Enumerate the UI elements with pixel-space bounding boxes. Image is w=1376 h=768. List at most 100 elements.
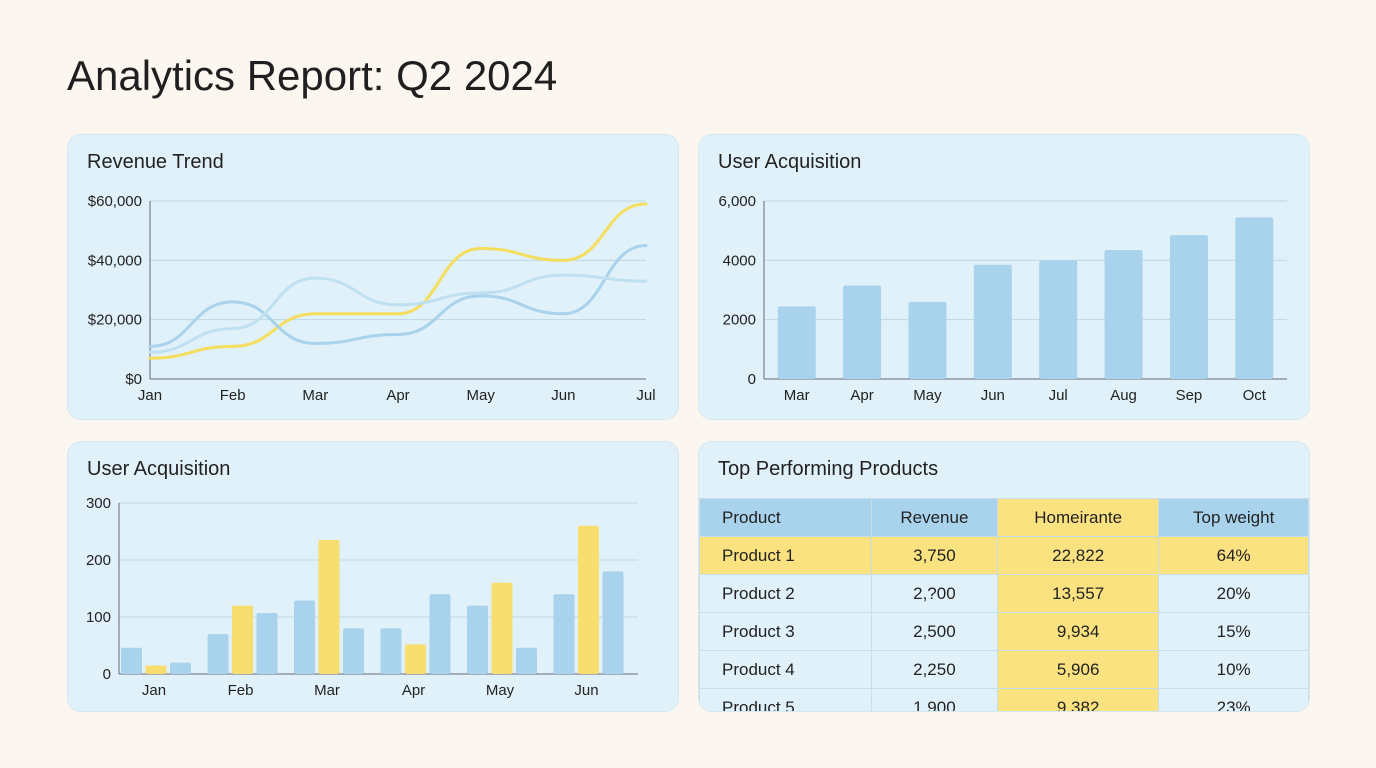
- y-tick-label: 6,000: [718, 193, 756, 210]
- revenue-trend-card: Revenue Trend $0 $20,000 $40,000 $60,000 Jan…: [67, 134, 679, 420]
- bar: [343, 628, 364, 674]
- header-product: Product: [699, 498, 872, 537]
- y-tick-label: 2000: [723, 312, 756, 329]
- y-tick-label: 0: [748, 371, 756, 388]
- bar: [777, 306, 816, 379]
- bar: [256, 613, 278, 674]
- x-tick-label: Apr: [402, 682, 425, 699]
- table-cell: Product 3: [699, 612, 872, 651]
- table-row: Product 2 2,?00 13,557 20%: [699, 574, 1309, 613]
- x-tick-label: Feb: [228, 682, 254, 699]
- line-series-1: [148, 202, 648, 360]
- x-tick-label: Aug: [1110, 387, 1137, 404]
- x-tick-label: May: [466, 387, 495, 404]
- bar: [908, 301, 947, 379]
- x-tick-label: Jul: [1049, 387, 1068, 404]
- x-tick-label: Jun: [551, 387, 575, 404]
- bar: [294, 600, 315, 674]
- bar: [318, 540, 340, 674]
- bar: [429, 594, 451, 674]
- bar: [553, 594, 575, 674]
- revenue-line-chart: $0 $20,000 $40,000 $60,000 Jan Feb Mar Apr May Ju…: [88, 193, 656, 404]
- table-cell: 2,250: [870, 650, 998, 689]
- bar: [121, 647, 142, 674]
- card-title: Top Performing Products: [718, 458, 939, 480]
- table-cell: 20%: [1158, 574, 1309, 613]
- table-cell: Product 1: [699, 536, 872, 575]
- line-series-3: [148, 273, 648, 354]
- products-table: Product Revenue Homeirante Top weight Pr…: [699, 498, 1309, 711]
- card-title: Revenue Trend: [87, 151, 224, 173]
- table-cell: 5,906: [996, 650, 1160, 689]
- header-top-weight: Top weight: [1158, 498, 1309, 537]
- table-cell: 2,500: [870, 612, 998, 651]
- bar: [170, 662, 191, 674]
- table-row: Product 1 3,750 22,822 64%: [699, 536, 1309, 575]
- table-cell: Product 5: [699, 688, 872, 711]
- table-cell: 2,?00: [870, 574, 998, 613]
- table-cell: 10%: [1158, 650, 1309, 689]
- bar: [516, 647, 537, 674]
- bar: [380, 628, 402, 674]
- user-acquisition-card: User Acquisition 0 2000 4000 6,000 Mar Apr May…: [698, 134, 1310, 420]
- y-tick-label: 200: [86, 552, 111, 569]
- card-title: User Acquisition: [87, 458, 231, 480]
- x-tick-label: Mar: [302, 387, 328, 404]
- table-cell: 13,557: [996, 574, 1160, 613]
- table-cell: 15%: [1158, 612, 1309, 651]
- table-cell: 23%: [1158, 688, 1309, 711]
- x-tick-label: Apr: [386, 387, 409, 404]
- x-tick-label: May: [486, 682, 515, 699]
- x-tick-label: Jul: [636, 387, 655, 404]
- x-tick-label: May: [913, 387, 942, 404]
- bar: [232, 605, 253, 674]
- top-products-card: Top Performing Products Product Revenue …: [698, 441, 1310, 712]
- table-cell: 9,934: [996, 612, 1160, 651]
- table-row: Product 4 2,250 5,906 10%: [699, 650, 1309, 689]
- y-tick-label: $60,000: [88, 193, 142, 210]
- card-title: User Acquisition: [718, 151, 862, 173]
- header-revenue: Revenue: [870, 498, 998, 537]
- y-tick-label: 4000: [723, 252, 756, 269]
- y-tick-label: 100: [86, 609, 111, 626]
- x-tick-label: Jan: [142, 682, 166, 699]
- table-cell: 3,750: [870, 536, 998, 575]
- table-cell: Product 4: [699, 650, 872, 689]
- table-cell: 9,382: [996, 688, 1160, 711]
- user-acquisition-grouped-card: User Acquisition 0 100 200 300 Jan Feb Mar Apr M…: [67, 441, 679, 712]
- table-row: Product 5 1,900 9,382 23%: [699, 688, 1309, 711]
- bar: [1169, 235, 1208, 379]
- x-tick-label: Jun: [981, 387, 1005, 404]
- x-tick-label: Sep: [1176, 387, 1203, 404]
- x-tick-label: Jun: [574, 682, 598, 699]
- table-cell: 1,900: [870, 688, 998, 711]
- page-title: Analytics Report: Q2 2024: [67, 52, 558, 99]
- y-tick-label: $20,000: [88, 312, 142, 329]
- y-tick-label: $40,000: [88, 252, 142, 269]
- bar: [1104, 249, 1143, 379]
- table-cell: 22,822: [996, 536, 1160, 575]
- y-tick-label: 0: [103, 666, 111, 683]
- x-tick-label: Mar: [314, 682, 340, 699]
- bar: [467, 605, 488, 674]
- bar: [973, 264, 1012, 379]
- table-row: Product 3 2,500 9,934 15%: [699, 612, 1309, 651]
- x-tick-label: Jan: [138, 387, 162, 404]
- bar: [145, 665, 167, 674]
- header-homeirante: Homeirante: [996, 498, 1160, 537]
- x-tick-label: Oct: [1243, 387, 1267, 404]
- line-series-2: [148, 244, 648, 348]
- x-tick-label: Apr: [850, 387, 873, 404]
- x-tick-label: Feb: [220, 387, 246, 404]
- bar: [207, 634, 229, 674]
- x-tick-label: Mar: [784, 387, 810, 404]
- grouped-bar-chart: 0 100 200 300 Jan Feb Mar Apr May Jun: [86, 495, 638, 699]
- table-cell: Product 2: [699, 574, 872, 613]
- bar: [602, 571, 624, 674]
- bar: [843, 285, 882, 379]
- bar: [578, 525, 599, 674]
- bar: [1039, 260, 1078, 379]
- bar: [405, 644, 426, 674]
- y-tick-label: 300: [86, 495, 111, 512]
- table-cell: 64%: [1158, 536, 1309, 575]
